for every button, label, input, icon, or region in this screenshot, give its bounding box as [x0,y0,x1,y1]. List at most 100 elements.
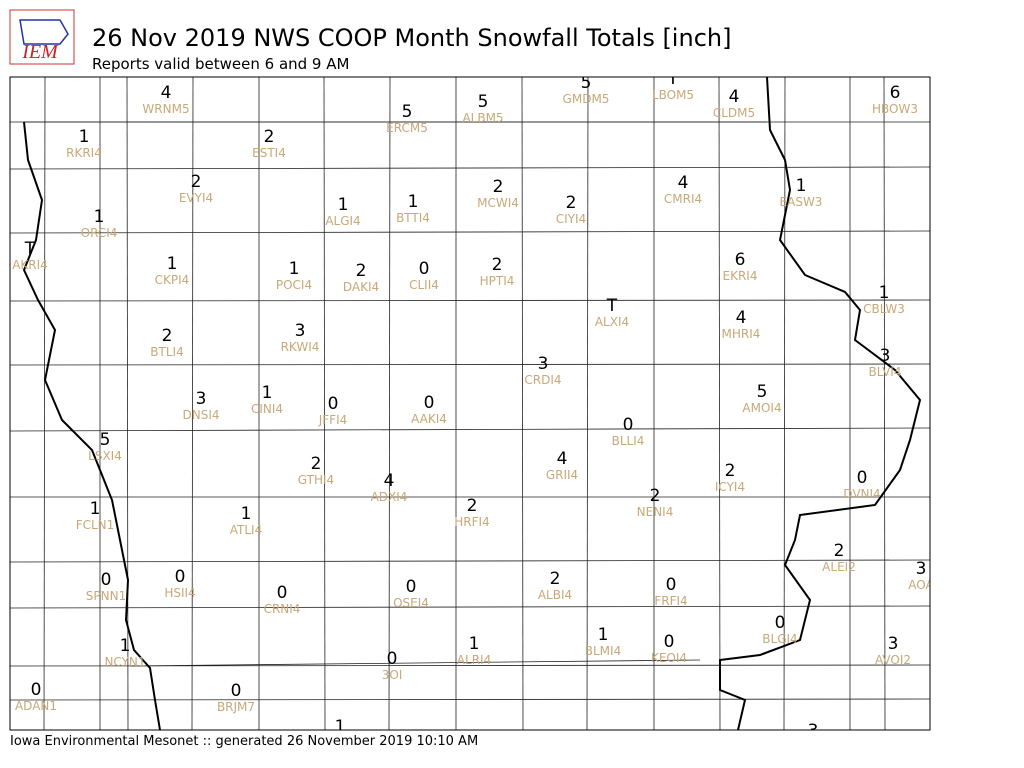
snow-value: 4 [384,471,395,491]
station-id: GMDM5 [563,92,610,106]
snow-value: 5 [100,430,111,450]
station-id: NENI4 [637,505,674,519]
snow-value: 0 [623,415,634,435]
station-id: AOA [908,578,934,592]
county-line [10,559,930,563]
station-id: BTLI4 [150,345,183,359]
snow-value: 0 [424,393,435,413]
county-lines [10,77,930,730]
station-id: FCLN1 [76,518,115,532]
station-id: HSII4 [164,586,195,600]
station-id: ALEI2 [822,560,856,574]
snow-value: 0 [387,649,398,669]
state-border [129,659,701,667]
station-id: DVNI4 [843,487,880,501]
station-id: ALRI4 [457,653,491,667]
snow-value: T [667,69,679,89]
logo-shape [19,19,69,45]
station-id: ERCM5 [386,121,428,135]
station-id: MCWI4 [477,196,519,210]
station-id: RKWI4 [281,340,320,354]
snow-value: 1 [408,192,419,212]
station-id: AAKI4 [411,412,447,426]
station-id: BLMI4 [585,644,621,658]
county-line [126,77,129,730]
station-id: ALBI4 [538,588,572,602]
station-id: LBOM5 [652,88,694,102]
snow-value: 0 [328,394,339,414]
station-id: AMOI4 [742,401,781,415]
county-line [586,77,589,730]
snow-value: 1 [90,499,101,519]
station-id: DAKI4 [343,280,379,294]
snow-value: 0 [666,575,677,595]
snow-value: 5 [478,92,489,112]
snow-value: 2 [356,261,367,281]
station-id: HPTI4 [480,274,515,288]
county-line [10,299,930,302]
snow-value: T [606,296,618,316]
map-frame [9,76,931,731]
snow-value: 1 [167,254,178,274]
station-id: HRFI4 [454,515,489,529]
station-id: ADXI4 [371,490,408,504]
snow-value: 6 [735,250,746,270]
county-line [10,427,930,432]
subtitle: Reports valid between 6 and 9 AM [92,55,349,73]
station-id: POCI4 [276,278,312,292]
snow-value: 1 [79,127,90,147]
snow-value: 0 [231,681,242,701]
snow-value: 2 [264,127,275,147]
snow-value: 1 [338,195,349,215]
station-id: ORCI4 [81,226,118,240]
snow-value: 2 [834,541,845,561]
snow-value: 1 [469,634,480,654]
snow-value: 1 [94,207,105,227]
station-id: ATLI4 [230,523,262,537]
station-id: CRDI4 [524,373,561,387]
station-id: KEOI4 [651,651,687,665]
snow-value: 1 [241,504,252,524]
station-id: EVYI4 [179,191,213,205]
snow-value: 2 [311,454,322,474]
snow-value: 2 [566,193,577,213]
snow-value: 2 [467,496,478,516]
snow-value: 4 [678,173,689,193]
snow-value: T [24,239,36,259]
snow-value: 2 [650,486,661,506]
snow-value: 0 [406,577,417,597]
station-id: CINI4 [251,402,283,416]
county-line [718,77,721,730]
station-id: DNSI4 [182,408,219,422]
snow-value: 4 [557,449,568,469]
station-id: FRFI4 [654,594,687,608]
snow-value: 0 [31,680,42,700]
station-id: RKRI4 [66,146,102,160]
station-id: GRII4 [546,468,578,482]
county-line [521,77,524,730]
station-id: BTTI4 [396,211,430,225]
mississippi-river [719,77,922,730]
snow-value: 0 [277,583,288,603]
county-line [883,77,886,730]
snow-value: 1 [120,636,131,656]
station-id: CBLW3 [863,302,905,316]
county-line [388,77,391,730]
county-line [783,77,786,730]
snow-value: 1 [879,283,890,303]
station-id: CMRI4 [664,192,702,206]
station-id: ESTI4 [252,146,286,160]
station-id: HBOW3 [872,102,918,116]
station-id: NCYN1 [104,655,145,669]
county-line [10,230,930,234]
snow-value: 6 [890,83,901,103]
snow-value: 0 [419,259,430,279]
snow-value: 1 [289,259,300,279]
station-id: CIYI4 [556,212,586,226]
footer: Iowa Environmental Mesonet :: generated … [10,734,478,749]
snow-value: 3 [538,354,549,374]
station-id: LSXI4 [88,449,122,463]
snow-value: 2 [493,177,504,197]
snow-value: 2 [725,461,736,481]
